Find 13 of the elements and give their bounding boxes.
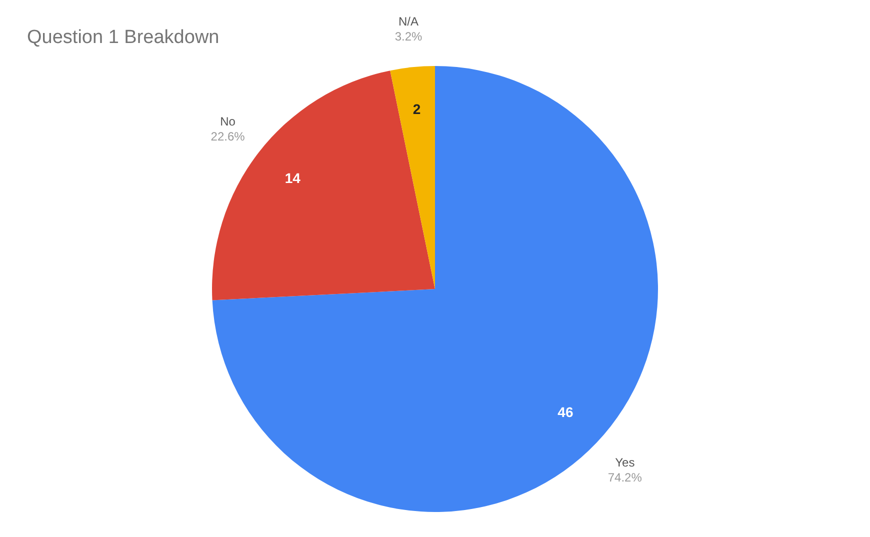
text: Question 1 Breakdown: [27, 27, 220, 48]
text: 74.2%: [608, 470, 642, 485]
slice-label: N/A: [398, 14, 418, 28]
pie-slice: [212, 66, 658, 512]
text: 3.2%: [394, 29, 422, 44]
slice-label: No: [220, 114, 236, 129]
pie-slice: [212, 70, 435, 300]
data-label: 46: [558, 404, 574, 420]
data-label: 14: [284, 170, 301, 186]
pie-slice: [390, 66, 435, 289]
slice-label: Yes: [615, 456, 635, 470]
text: 22.6%: [210, 130, 246, 144]
data-label: 2: [412, 100, 421, 117]
